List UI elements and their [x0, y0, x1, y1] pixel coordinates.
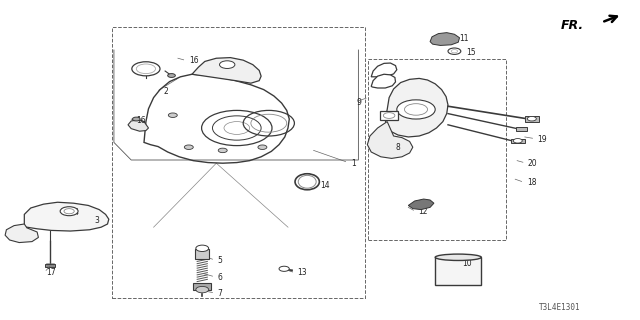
- Circle shape: [168, 74, 175, 77]
- Circle shape: [132, 62, 160, 76]
- Text: 8: 8: [396, 143, 400, 152]
- Text: 19: 19: [538, 135, 547, 144]
- Bar: [368, 59, 506, 240]
- Bar: [45, 264, 55, 267]
- Bar: [511, 139, 525, 143]
- Text: 17: 17: [46, 268, 56, 277]
- Polygon shape: [385, 78, 448, 137]
- Text: 18: 18: [527, 178, 536, 187]
- Circle shape: [218, 148, 227, 153]
- Text: 7: 7: [218, 289, 223, 298]
- Bar: [195, 249, 209, 259]
- Circle shape: [527, 116, 536, 121]
- Text: 12: 12: [419, 207, 428, 216]
- Bar: [525, 116, 539, 122]
- Polygon shape: [5, 224, 38, 243]
- Polygon shape: [192, 58, 261, 83]
- Text: FR.: FR.: [561, 19, 584, 32]
- Circle shape: [258, 145, 267, 149]
- Text: 16: 16: [136, 116, 146, 124]
- Bar: [112, 27, 365, 298]
- Polygon shape: [24, 202, 109, 231]
- Text: 4: 4: [74, 208, 79, 217]
- Circle shape: [513, 139, 522, 143]
- Bar: [380, 111, 398, 120]
- Circle shape: [279, 266, 289, 271]
- Circle shape: [184, 145, 193, 149]
- Polygon shape: [128, 120, 148, 131]
- Circle shape: [168, 113, 177, 117]
- Polygon shape: [371, 74, 396, 88]
- Circle shape: [132, 117, 140, 121]
- Text: 11: 11: [460, 34, 469, 43]
- Text: 13: 13: [298, 268, 307, 277]
- Bar: [516, 127, 527, 131]
- Bar: [193, 283, 211, 290]
- Polygon shape: [371, 63, 397, 77]
- Text: T3L4E1301: T3L4E1301: [539, 303, 581, 312]
- Circle shape: [196, 245, 209, 252]
- Text: 15: 15: [466, 48, 476, 57]
- Text: 5: 5: [218, 256, 223, 265]
- Polygon shape: [408, 199, 434, 210]
- Text: 2: 2: [163, 87, 168, 96]
- Ellipse shape: [435, 254, 481, 260]
- Circle shape: [60, 207, 78, 216]
- Text: 16: 16: [189, 56, 198, 65]
- Text: 14: 14: [320, 181, 330, 190]
- Text: 20: 20: [528, 159, 538, 168]
- Polygon shape: [367, 122, 413, 158]
- Ellipse shape: [295, 174, 319, 190]
- Text: 1: 1: [351, 159, 355, 168]
- Text: 10: 10: [462, 260, 472, 268]
- Polygon shape: [430, 33, 460, 45]
- Bar: [435, 257, 481, 285]
- Circle shape: [448, 48, 461, 54]
- Circle shape: [220, 61, 235, 68]
- Text: 9: 9: [356, 98, 362, 107]
- Text: 6: 6: [218, 273, 223, 282]
- Circle shape: [196, 286, 209, 293]
- Text: 3: 3: [95, 216, 100, 225]
- Circle shape: [397, 100, 435, 119]
